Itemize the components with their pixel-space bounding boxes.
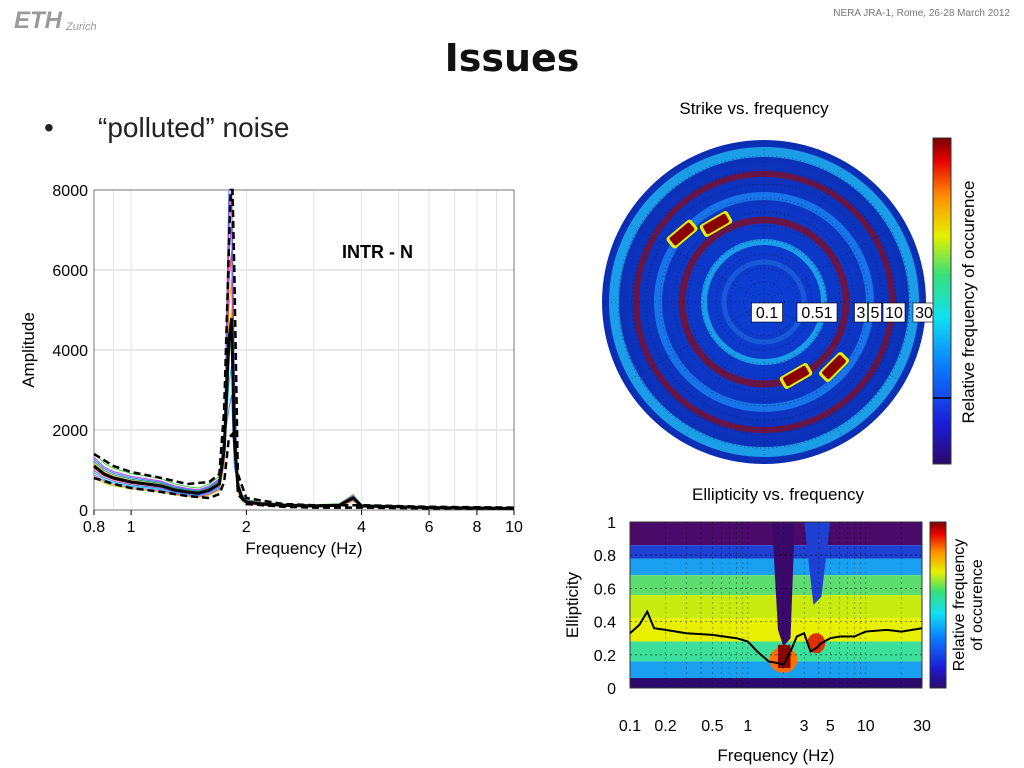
ring-label-box <box>854 302 868 323</box>
heatmap-hotspot-core <box>777 644 791 669</box>
spectrum-trace <box>93 308 515 510</box>
polar-grid-spoke <box>763 161 846 303</box>
amplitude-spectrum-chart: 0 2000 4000 6000 8000 0.8 1 2 4 6 8 10 INTR - N Fre… <box>19 183 523 558</box>
y-tick-label: 8000 <box>52 183 88 200</box>
ell-x-tick-label: 0.5 <box>701 718 723 735</box>
ring-label-box <box>868 302 882 323</box>
spectrum-trace <box>93 221 515 509</box>
spectrum-trace <box>93 193 515 510</box>
ell-y-axis-label: Ellipticity <box>563 571 582 638</box>
polar-hotspot <box>699 211 733 237</box>
polar-band <box>609 147 919 457</box>
spectrum-trace <box>93 279 515 509</box>
ell-x-tick-label: 10 <box>857 718 875 735</box>
x-tick-label: 2 <box>242 519 251 536</box>
polar-grid-ring <box>645 183 883 421</box>
heatmap-low-notch <box>771 522 795 647</box>
heatmap-band <box>630 678 922 688</box>
polar-hotspot <box>779 363 813 389</box>
ellipticity-title: Ellipticity vs. frequency <box>692 485 864 504</box>
ellipticity-colorbar <box>929 521 947 689</box>
heatmap-hotspot-secondary <box>807 633 826 654</box>
std-bound-dashed-line <box>93 431 515 511</box>
ring-label: 0.51 <box>801 305 832 322</box>
polar-grid-spoke <box>682 161 765 303</box>
x-tick-label: 1 <box>127 519 136 536</box>
ell-y-tick-label: 0.2 <box>594 648 616 665</box>
ring-label: 10 <box>885 305 903 322</box>
hotspot-core <box>702 213 730 235</box>
ring-label-box <box>796 302 838 323</box>
heatmap-frame <box>629 521 923 689</box>
heatmap-low-notch <box>804 522 831 605</box>
conference-label: NERA JRA-1, Rome, 26-28 March 2012 <box>833 8 1010 19</box>
bullet-dot-icon: • <box>44 112 54 143</box>
x-axis-label: Frequency (Hz) <box>245 539 362 558</box>
eth-zurich-logo: ETH Zurich <box>14 7 97 34</box>
hotspot-core <box>669 222 695 246</box>
y-tick-label: 0 <box>79 503 88 520</box>
plot-frame <box>93 189 515 511</box>
hotspot-core <box>782 365 810 387</box>
spectrum-trace <box>93 189 515 509</box>
ell-y-tick-label: 0.8 <box>594 548 616 565</box>
ring-label: 0.1 <box>756 305 778 322</box>
spectrum-trace <box>93 250 515 509</box>
y-tick-label: 4000 <box>52 343 88 360</box>
x-tick-label: 4 <box>357 519 366 536</box>
polar-colorbar <box>932 137 952 465</box>
polar-grid-ring <box>617 155 911 449</box>
ellipticity-colorbar-label: Relative frequencyof occurence <box>951 539 986 672</box>
chart-annotation: INTR - N <box>342 242 413 262</box>
ell-y-tick-label: 1 <box>607 515 616 532</box>
polar-grid-spoke <box>682 301 765 443</box>
hotspot-core <box>822 355 846 379</box>
polar-grid-ring <box>729 267 799 337</box>
polar-grid-ring <box>673 211 855 393</box>
ell-x-tick-label: 30 <box>913 718 931 735</box>
polar-band <box>678 216 850 388</box>
logo-text: ETH <box>14 7 63 34</box>
spectrum-trace <box>93 189 515 510</box>
ring-label: 5 <box>871 305 880 322</box>
ring-label-box <box>882 302 906 323</box>
ell-x-tick-label: 0.2 <box>654 718 676 735</box>
ring-label-box <box>751 302 783 323</box>
logo-sub: Zurich <box>65 21 97 33</box>
ring-label: 30 <box>915 305 933 322</box>
polar-band <box>654 192 874 412</box>
ell-y-tick-label: 0.4 <box>594 615 616 632</box>
polar-colorbar-label: Relative frequency of occurence <box>959 181 978 424</box>
std-bound-dashed-line <box>93 188 515 509</box>
bullet-item: • “polluted” noise <box>44 112 289 144</box>
spectrum-trace <box>93 365 515 510</box>
ell-x-tick-label: 5 <box>826 718 835 735</box>
polar-hotspot <box>818 351 850 383</box>
ell-x-axis-label: Frequency (Hz) <box>717 746 834 765</box>
bullet-text: “polluted” noise <box>98 112 290 143</box>
x-tick-label: 8 <box>472 519 481 536</box>
median-ellipticity-line <box>629 609 923 666</box>
polar-grid-ring <box>701 239 827 365</box>
ell-y-tick-label: 0.6 <box>594 581 616 598</box>
slide-title: Issues <box>444 36 580 80</box>
spectrum-trace <box>93 337 515 509</box>
y-tick-label: 2000 <box>52 423 88 440</box>
polar-hotspot <box>666 219 698 249</box>
ellipticity-heatmap-chart: Ellipticity vs. frequency 0 0.2 0.4 0.6 0.8 1… <box>563 485 986 765</box>
strike-polar-chart: Strike vs. frequency 0.1 0.51 3 5 10 30 Relat… <box>602 99 978 465</box>
y-axis-label: Amplitude <box>19 312 38 388</box>
polar-title: Strike vs. frequency <box>679 99 829 118</box>
ell-x-tick-label: 1 <box>743 718 752 735</box>
ell-x-tick-label: 0.1 <box>619 718 641 735</box>
x-tick-label: 0.8 <box>83 519 105 536</box>
ring-label: 3 <box>857 305 866 322</box>
x-tick-label: 6 <box>425 519 434 536</box>
mean-spectrum-line <box>93 317 515 510</box>
ell-x-tick-label: 3 <box>800 718 809 735</box>
ell-y-tick-label: 0 <box>607 681 616 698</box>
heatmap-band <box>630 595 922 619</box>
y-tick-label: 6000 <box>52 263 88 280</box>
x-tick-label: 10 <box>505 519 523 536</box>
